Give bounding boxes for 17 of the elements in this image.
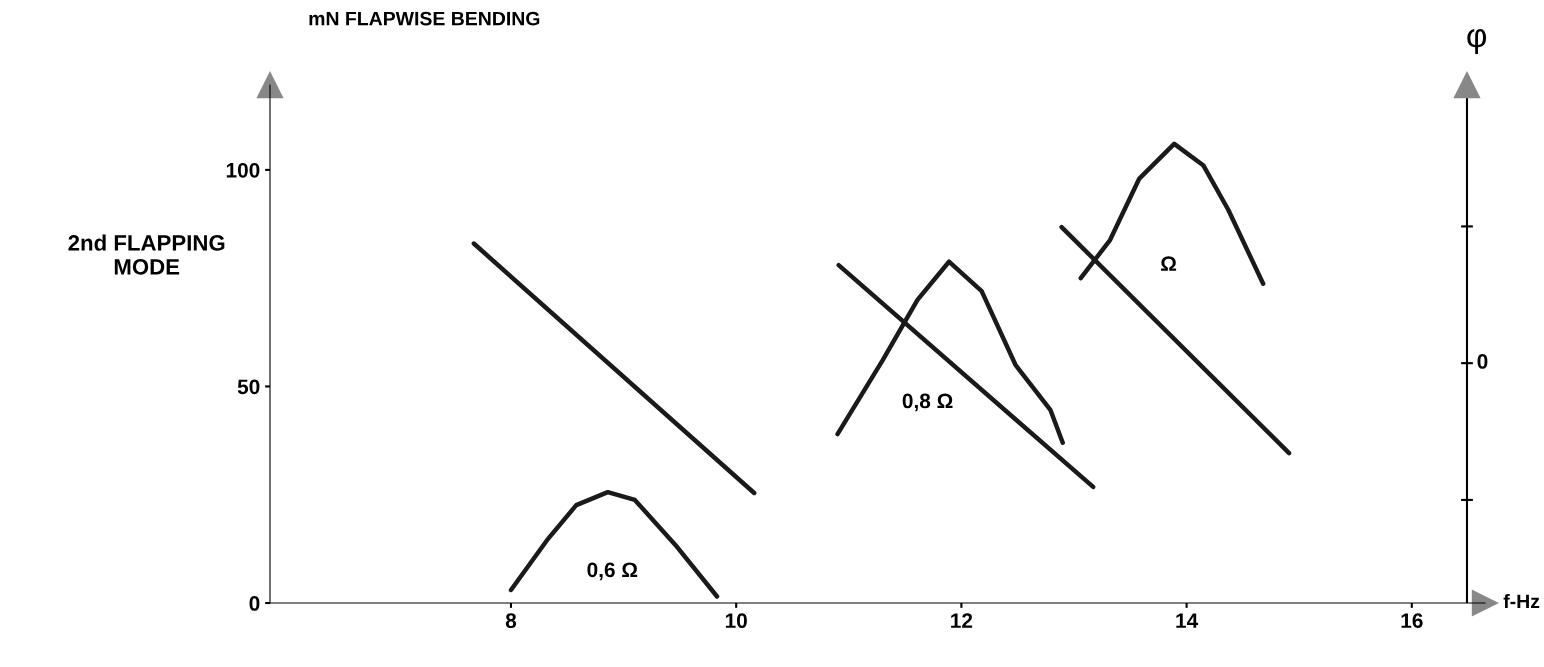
text: 2nd FLAPPING MODE — [68, 234, 225, 275]
annotation: 0 — [1477, 354, 1488, 369]
annotation: 0,8 Ω — [902, 393, 953, 412]
x-tick-label: 14 — [1176, 613, 1199, 628]
x-axis-title: f-Hz — [1503, 593, 1540, 609]
annotation: 0,6 Ω — [587, 562, 638, 581]
line-series — [508, 489, 720, 599]
y-axis-title: mN FLAPWISE BENDING — [309, 11, 540, 26]
x-tick-label: 12 — [951, 613, 973, 628]
annotation: Ω — [1161, 256, 1177, 271]
x-tick-label: 16 — [1401, 613, 1423, 629]
y-tick-label: 100 — [226, 162, 260, 178]
x-tick-label: 8 — [505, 613, 517, 629]
y2-axis-title: φ — [1467, 29, 1487, 54]
x-tick-label: 10 — [725, 613, 747, 629]
y-tick-label: 50 — [237, 379, 260, 395]
y-tick-label: 0 — [249, 596, 260, 611]
